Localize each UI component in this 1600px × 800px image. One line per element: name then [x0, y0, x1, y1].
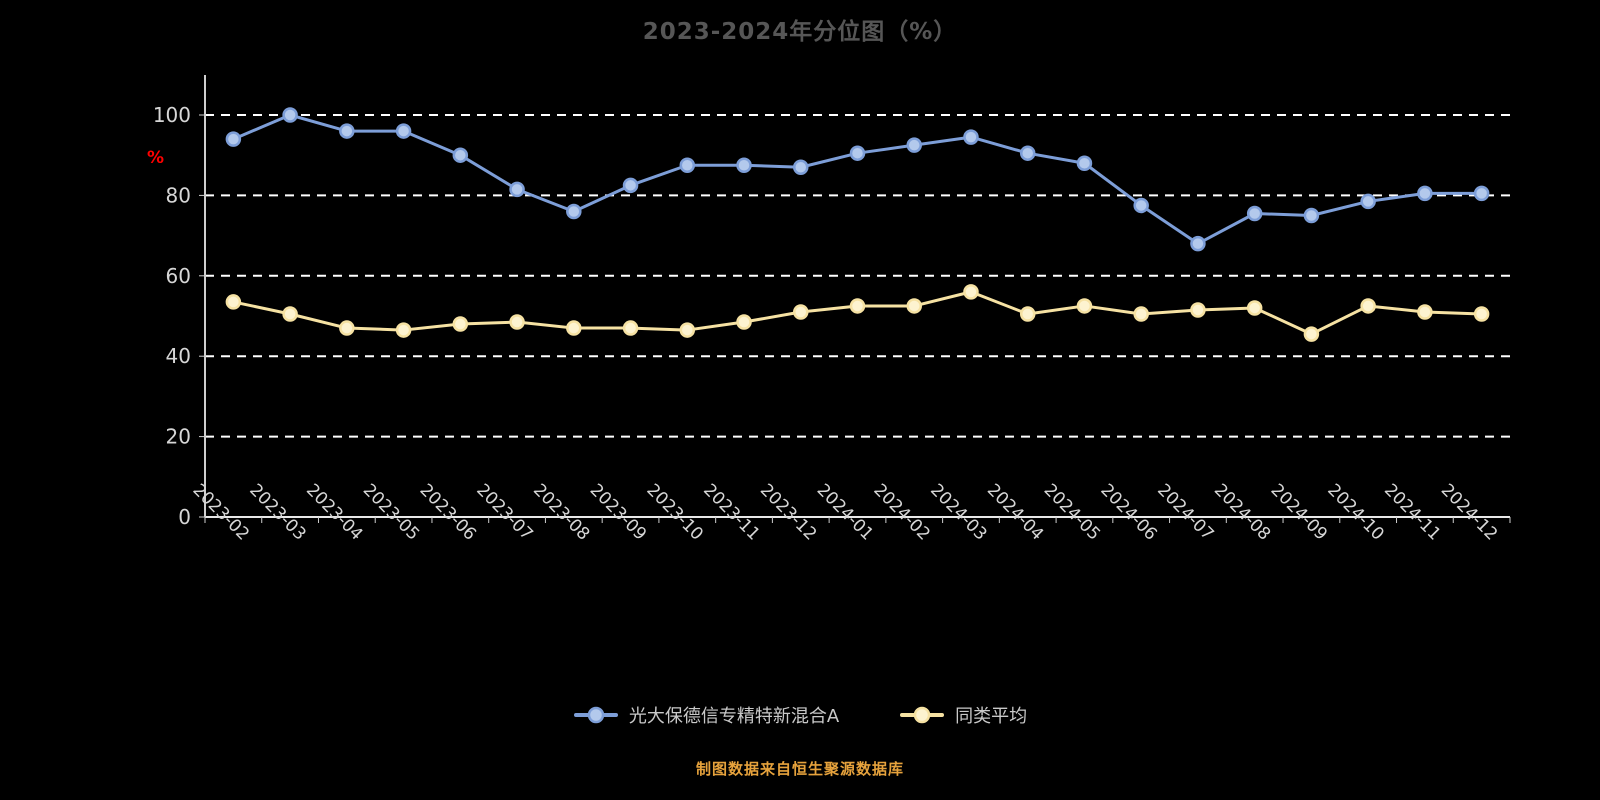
data-point: [849, 298, 866, 314]
y-tick-label: 20: [166, 425, 191, 449]
x-tick-label: 2023-04: [302, 480, 366, 544]
data-point: [622, 320, 639, 336]
x-tick-label: 2024-08: [1210, 480, 1274, 544]
legend-item-1[interactable]: 同类平均: [899, 702, 1027, 728]
data-point: [963, 129, 979, 145]
x-tick-label: 2024-04: [983, 480, 1047, 544]
data-point: [1360, 298, 1376, 314]
y-tick-label: 0: [178, 505, 191, 529]
x-tick-label: 2024-09: [1267, 480, 1331, 544]
series-line-0: [231, 113, 1484, 246]
y-tick-label: 40: [166, 344, 191, 368]
x-tick-label: 2023-06: [416, 480, 480, 544]
data-point: [225, 131, 242, 147]
data-point: [1303, 207, 1320, 224]
data-point: [1417, 304, 1433, 320]
x-tick-label: 2023-05: [359, 480, 423, 544]
data-point: [679, 157, 696, 173]
x-tick-label: 2023-09: [586, 480, 650, 544]
legend-label: 同类平均: [955, 706, 1028, 727]
data-point: [1246, 205, 1263, 222]
chart-title: 2023-2024年分位图（%）: [642, 19, 958, 45]
data-point: [509, 181, 525, 198]
data-point: [1133, 197, 1149, 214]
data-point: [395, 123, 412, 139]
data-point: [736, 157, 752, 173]
legend-item-0[interactable]: 光大保德信专精特新混合A: [573, 702, 839, 728]
x-tick-label: 2023-02: [189, 480, 253, 544]
data-point: [963, 284, 979, 300]
data-point: [509, 314, 525, 330]
data-point: [339, 123, 355, 139]
x-tick-label: 2024-02: [869, 480, 933, 544]
data-point: [1473, 185, 1490, 202]
x-tick-label: 2024-11: [1380, 480, 1444, 544]
data-point: [1133, 306, 1149, 322]
x-tick-label: 2024-07: [1153, 480, 1217, 544]
x-tick-label: 2023-12: [756, 480, 820, 544]
data-point: [1076, 155, 1093, 171]
data-point: [906, 298, 922, 314]
data-point: [566, 320, 582, 336]
y-tick-label: 100: [153, 103, 191, 127]
data-point: [452, 316, 469, 332]
data-point: [339, 320, 355, 336]
y-tick-label: 60: [166, 264, 191, 288]
source-note: 制图数据来自恒生聚源数据库: [695, 760, 904, 778]
data-point: [679, 322, 696, 338]
data-point: [1246, 300, 1263, 316]
data-point: [736, 314, 752, 330]
data-point: [452, 147, 469, 163]
data-point: [622, 177, 639, 194]
x-tick-label: 2023-07: [472, 480, 536, 544]
data-point: [225, 294, 242, 310]
data-point: [793, 304, 809, 320]
data-point: [1473, 306, 1490, 322]
x-tick-label: 2023-10: [643, 480, 707, 544]
legend-marker-icon: [900, 706, 945, 724]
data-point: [566, 203, 582, 220]
x-tick-label: 2024-10: [1323, 480, 1387, 544]
data-point: [282, 306, 298, 322]
y-axis-name: %: [147, 148, 164, 168]
data-point: [1019, 306, 1036, 322]
chart-svg: 020406080100%2023-022023-032023-042023-0…: [147, 75, 1511, 545]
y-tick-label: 80: [166, 183, 191, 207]
x-tick-label: 2024-06: [1096, 480, 1160, 544]
data-point: [849, 145, 866, 161]
data-point: [1417, 185, 1433, 202]
data-point: [1360, 193, 1376, 210]
data-point: [906, 137, 922, 153]
legend-label: 光大保德信专精特新混合A: [628, 706, 840, 727]
x-tick-label: 2024-05: [1040, 480, 1104, 544]
x-tick-label: 2024-12: [1437, 480, 1501, 544]
data-point: [1303, 326, 1320, 342]
legend: 光大保德信专精特新混合A 同类平均: [0, 702, 1600, 728]
x-tick-label: 2023-08: [529, 480, 593, 544]
data-point: [1076, 298, 1093, 314]
legend-marker-icon: [573, 706, 618, 724]
data-point: [395, 322, 412, 338]
x-tick-label: 2023-11: [699, 480, 763, 544]
x-tick-label: 2024-03: [926, 480, 990, 544]
data-point: [793, 159, 809, 176]
x-tick-label: 2024-01: [813, 480, 877, 544]
x-tick-label: 2023-03: [245, 480, 309, 544]
data-point: [1190, 235, 1206, 252]
data-point: [1190, 302, 1206, 318]
data-point: [1019, 145, 1036, 161]
data-point: [282, 107, 298, 123]
